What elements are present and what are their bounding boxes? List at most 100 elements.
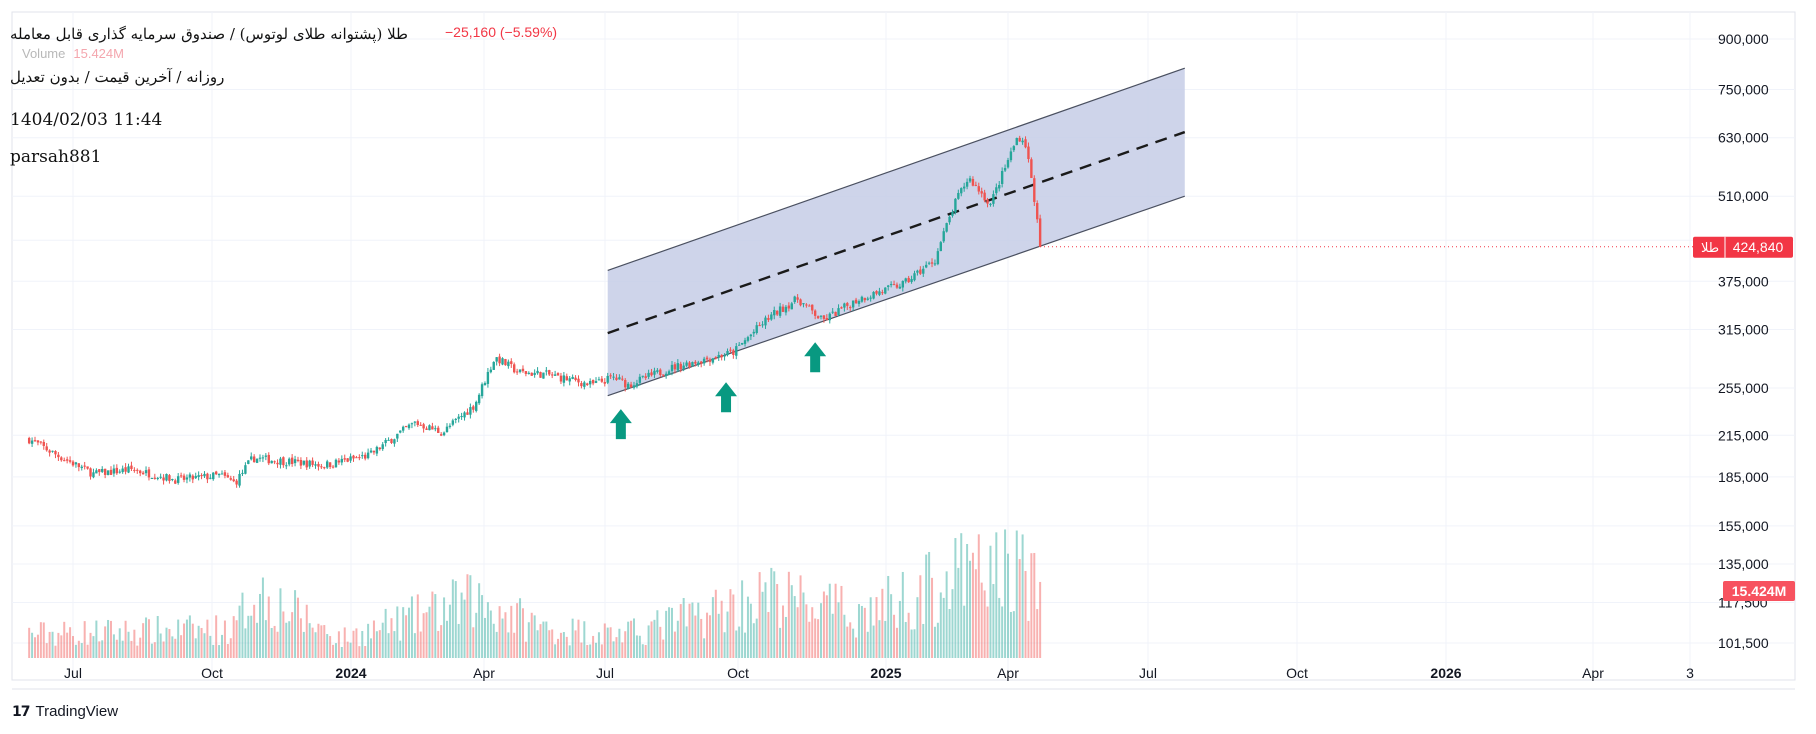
candle-body — [200, 475, 203, 477]
volume-bar — [960, 533, 963, 658]
volume-bar — [60, 635, 63, 658]
volume-bar — [244, 628, 247, 658]
volume-bar — [928, 551, 931, 658]
x-tick-label: Jul — [64, 665, 82, 681]
volume-bar — [177, 619, 180, 658]
volume-bar — [197, 625, 200, 658]
time-axis[interactable]: Jul Oct 2024 Apr Jul Oct 2025 Apr Jul Oct 2026 Apr 3 — [64, 665, 1694, 681]
candle-body — [922, 268, 925, 274]
candle-body — [647, 372, 650, 377]
candle-body — [439, 434, 443, 436]
volume-bar — [998, 597, 1001, 658]
candle-body — [1024, 139, 1027, 148]
price-axis[interactable]: 900,000 750,000 630,000 510,000 375,000 315,0… — [1718, 31, 1769, 651]
candle-body — [930, 262, 934, 264]
volume-bar — [311, 627, 314, 658]
candle-body — [621, 378, 624, 380]
candle-body — [83, 465, 86, 467]
candle-body — [612, 376, 615, 378]
support-arrows — [609, 342, 827, 440]
volume-bar — [852, 628, 855, 658]
y-tick-label: 215,000 — [1718, 427, 1769, 443]
volume-bar — [799, 575, 802, 658]
candle-body — [659, 369, 662, 376]
candle-body — [805, 304, 808, 306]
y-tick-label: 185,000 — [1718, 469, 1769, 485]
candle-body — [995, 187, 998, 194]
tradingview-brand[interactable]: 𝟭𝟳 TradingView — [12, 703, 118, 720]
volume-bar — [226, 644, 229, 658]
legend-volume-label: Volume — [22, 46, 66, 61]
channel-mid-line — [607, 130, 1186, 335]
y-tick-label: 630,000 — [1718, 130, 1769, 146]
candle-body — [63, 460, 66, 462]
candle-body — [960, 188, 963, 194]
volume-bar — [367, 623, 370, 658]
volume-bar — [963, 605, 966, 658]
volume-bar — [150, 643, 153, 658]
candle-body — [626, 383, 630, 389]
candle-body — [419, 424, 422, 426]
candle-body — [252, 456, 256, 463]
volume-bar — [884, 620, 887, 658]
volume-bar — [107, 619, 110, 658]
volume-bar — [431, 591, 434, 658]
volume-bar — [542, 621, 545, 658]
volume-bar — [410, 596, 413, 658]
candle-body — [147, 469, 151, 478]
candle-body — [904, 278, 907, 282]
x-tick-label: Apr — [1582, 665, 1604, 681]
candle-body — [735, 346, 738, 356]
volume-bar — [641, 644, 644, 658]
volume-bar — [443, 597, 446, 658]
volume-bar — [1001, 606, 1004, 658]
candle-body — [881, 292, 884, 294]
candle-body — [945, 223, 948, 232]
volume-bar — [387, 633, 390, 658]
candle-body — [247, 460, 250, 464]
candle-body — [635, 383, 639, 387]
candle-body — [349, 456, 352, 461]
volume-bar — [507, 632, 510, 658]
tradingview-label: TradingView — [35, 703, 119, 720]
candle-body — [743, 340, 747, 344]
candle-body — [898, 286, 902, 289]
candle-body — [591, 379, 595, 384]
volume-bar — [466, 574, 469, 658]
candle-body — [293, 459, 297, 464]
volume-bar — [971, 552, 974, 658]
volume-bar — [811, 607, 814, 658]
candle-body — [317, 463, 320, 467]
candle-body — [758, 325, 761, 327]
volume-bar — [381, 622, 384, 658]
candle-body — [1027, 146, 1030, 160]
volume-bar — [700, 618, 703, 658]
volume-bar — [264, 620, 267, 658]
candle-body — [705, 357, 709, 360]
candle-body — [346, 458, 349, 462]
volume-bar — [299, 618, 302, 658]
volume-bar — [481, 595, 484, 658]
volume-bar — [378, 630, 381, 658]
volume-bar — [104, 626, 107, 658]
candle-body — [510, 361, 513, 365]
candle-body — [127, 466, 130, 473]
candle-body — [539, 372, 542, 378]
volume-bar — [706, 612, 709, 658]
volume-bar — [577, 619, 580, 658]
volume-bar — [428, 606, 431, 658]
volume-bar — [384, 608, 387, 658]
volume-bar — [98, 641, 101, 658]
candle-body — [980, 191, 983, 194]
volume-bar — [1009, 611, 1012, 658]
volume-bar — [548, 630, 551, 658]
candle-body — [124, 467, 127, 472]
volume-bar — [221, 634, 224, 658]
volume-bar — [349, 642, 352, 658]
regression-channel[interactable] — [607, 67, 1186, 397]
volume-bar — [656, 610, 659, 658]
volume-bar — [726, 611, 729, 658]
legend-change: −25,160 (−5.59%) — [445, 24, 558, 40]
volume-bar — [694, 615, 697, 658]
